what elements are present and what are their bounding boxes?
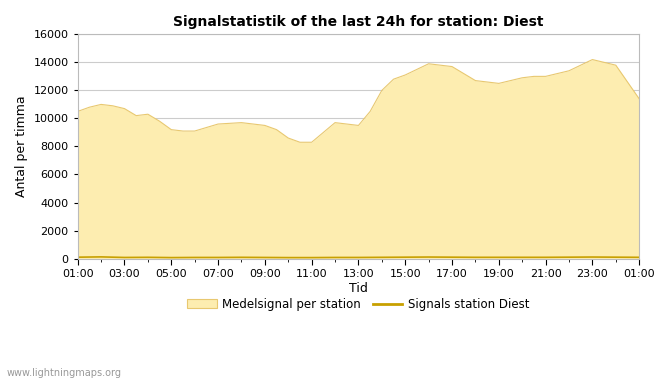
Text: www.lightningmaps.org: www.lightningmaps.org [7, 368, 122, 378]
Title: Signalstatistik of the last 24h for station: Diest: Signalstatistik of the last 24h for stat… [174, 15, 543, 29]
Y-axis label: Antal per timma: Antal per timma [15, 96, 28, 197]
Legend: Medelsignal per station, Signals station Diest: Medelsignal per station, Signals station… [182, 293, 535, 315]
X-axis label: Tid: Tid [349, 282, 368, 295]
